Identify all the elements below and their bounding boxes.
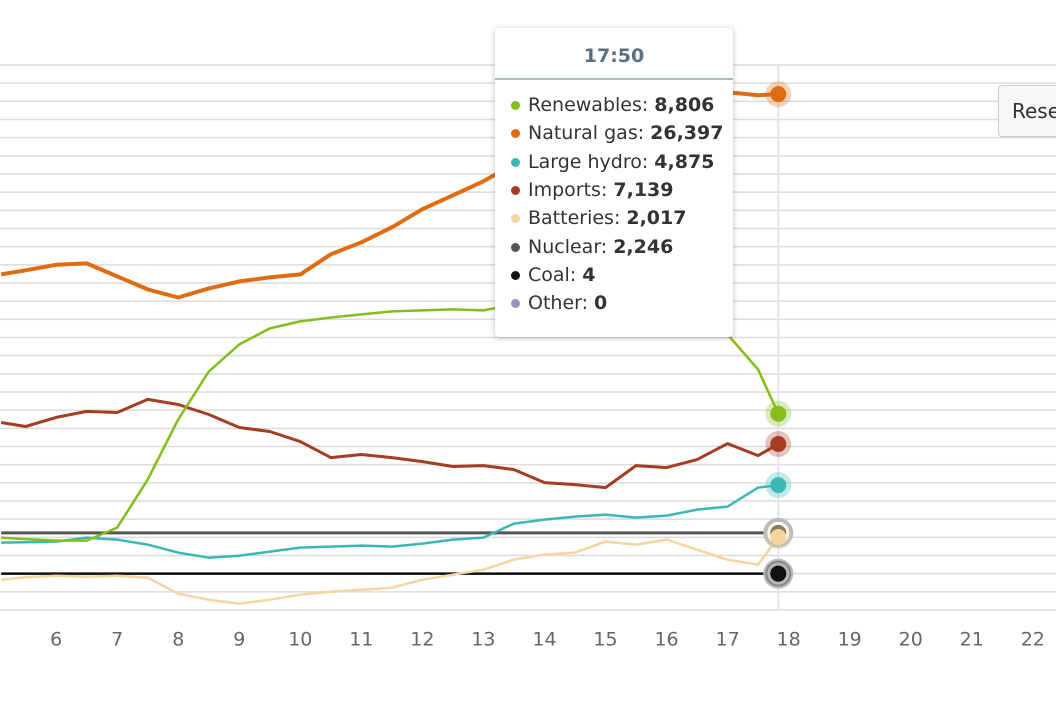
legend-dot [511,242,520,252]
legend-dot [511,214,520,224]
tooltip-separator: : [581,292,589,315]
tooltip-series-name: Nuclear [528,235,601,258]
tooltip-value: 4,875 [654,150,715,173]
x-tick-label: 11 [349,629,373,651]
tooltip: 17:50 Renewables: 8,806 Natural gas: 26,397… [495,28,733,337]
legend-dot [511,129,520,139]
tooltip-row: Large hydro: 4,875 [511,151,714,173]
tooltip-title: 17:50 [495,28,733,80]
x-tick-label: 21 [960,629,984,651]
marker [770,565,787,582]
tooltip-separator: : [613,207,621,230]
tooltip-value: 8,806 [654,94,715,116]
tooltip-separator: : [641,94,649,116]
tooltip-row: Natural gas: 26,397 [511,122,723,144]
tooltip-value: 4 [582,263,596,286]
x-tick-label: 8 [172,629,184,651]
legend-dot [511,157,520,167]
tooltip-value: 2,246 [613,235,674,258]
tooltip-series-name: Natural gas [528,122,638,145]
tooltip-value: 2,017 [626,207,687,230]
tooltip-separator: : [641,150,649,173]
x-tick-label: 15 [593,629,617,651]
x-tick-label: 12 [410,629,434,651]
marker [770,529,787,546]
x-tick-label: 14 [532,629,556,651]
marker [770,405,787,422]
x-tick-label: 7 [111,629,123,651]
tooltip-value: 7,139 [613,178,674,201]
x-tick-label: 16 [654,629,678,651]
legend-dot [511,270,520,280]
tooltip-row: Nuclear: 2,246 [511,236,673,258]
x-tick-label: 9 [233,629,245,651]
marker [770,86,787,103]
tooltip-series-name: Large hydro [528,150,642,173]
tooltip-row: Renewables: 8,806 [511,94,714,116]
legend-dot [511,185,520,195]
x-tick-label: 6 [50,629,62,651]
tooltip-row: Batteries: 2,017 [511,207,686,229]
tooltip-separator: : [637,122,645,145]
legend-dot [511,101,520,110]
marker [770,477,787,494]
x-tick-label: 19 [838,629,862,651]
series-line [1,483,779,559]
series-line [1,536,780,605]
tooltip-row: Coal: 4 [511,264,595,286]
tooltip-value: 26,397 [650,122,724,145]
tooltip-series-name: Other [528,292,582,315]
x-tick-label: 13 [471,629,495,651]
x-tick-label: 10 [288,629,312,651]
x-tick-label: 22 [1021,629,1045,651]
tooltip-row: Other: 0 [511,292,607,314]
tooltip-separator: : [569,263,577,286]
marker [770,435,787,452]
tooltip-separator: : [600,235,608,258]
tooltip-row: Imports: 7,139 [511,179,673,201]
x-tick-label: 17 [716,629,740,651]
tooltip-series-name: Coal [528,263,570,286]
tooltip-separator: : [600,178,608,201]
tooltip-value: 0 [594,292,608,315]
x-tick-label: 18 [777,629,801,651]
reset-zoom-button[interactable]: Rese [998,85,1056,137]
tooltip-series-name: Imports [528,178,601,201]
tooltip-series-name: Batteries [528,207,614,230]
tooltip-series-name: Renewables [528,94,642,116]
series-line [0,397,780,490]
x-tick-label: 20 [899,629,923,651]
legend-dot [511,299,520,309]
